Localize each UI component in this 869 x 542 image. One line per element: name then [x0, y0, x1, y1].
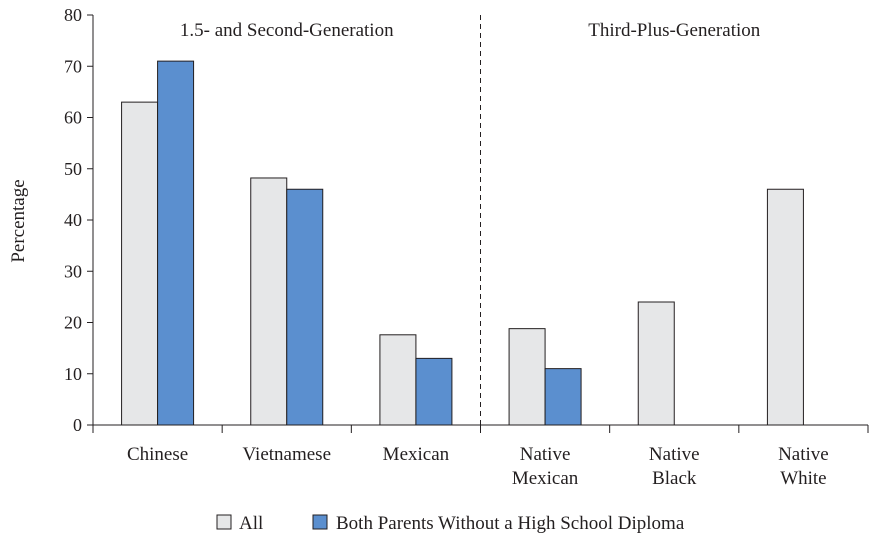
- x-tick-label: Mexican: [512, 468, 579, 489]
- x-tick-label: White: [780, 468, 826, 489]
- y-tick-label: 40: [64, 210, 82, 230]
- x-tick-label: Native: [520, 444, 571, 465]
- x-tick-label: Mexican: [383, 444, 450, 465]
- x-tick-label: Native: [649, 444, 700, 465]
- legend-label: Both Parents Without a High School Diplo…: [336, 513, 685, 534]
- bar: [544, 368, 582, 426]
- group-label: Third-Plus-Generation: [588, 20, 761, 41]
- bar: [121, 101, 159, 426]
- bar: [379, 334, 417, 426]
- group-label: 1.5- and Second-Generation: [180, 20, 394, 41]
- y-tick-label: 80: [64, 5, 82, 25]
- group-labels: 1.5- and Second-Generation Third-Plus-Gen…: [180, 15, 761, 425]
- legend-swatch: [216, 514, 232, 530]
- bar: [766, 188, 804, 426]
- y-tick-label: 0: [73, 415, 82, 435]
- x-tick-label: Native: [778, 444, 829, 465]
- bar: [508, 328, 546, 426]
- legend-swatch: [312, 514, 328, 530]
- x-tick-label: Chinese: [127, 444, 188, 465]
- y-axis: 0 10 20 30 40 50 60 70 80: [64, 5, 94, 435]
- bar: [286, 188, 324, 426]
- x-axis: Chinese Vietnamese Mexican Native Mexican Nat…: [92, 424, 869, 489]
- y-tick-label: 60: [64, 108, 82, 128]
- y-tick-label: 20: [64, 313, 82, 333]
- y-tick-label: 10: [64, 364, 82, 384]
- y-tick-label: 30: [64, 261, 82, 281]
- bar: [157, 60, 195, 426]
- legend-label: All: [239, 513, 263, 534]
- legend: All Both Parents Without a High School Di…: [216, 513, 685, 534]
- bar: [415, 357, 453, 426]
- bars: [121, 60, 804, 426]
- bar: [637, 301, 675, 426]
- x-tick-label: Vietnamese: [242, 444, 331, 465]
- x-tick-label: Black: [652, 468, 697, 489]
- y-tick-label: 50: [64, 159, 82, 179]
- bar: [250, 177, 288, 426]
- y-tick-label: 70: [64, 56, 82, 76]
- y-axis-label: Percentage: [8, 179, 29, 262]
